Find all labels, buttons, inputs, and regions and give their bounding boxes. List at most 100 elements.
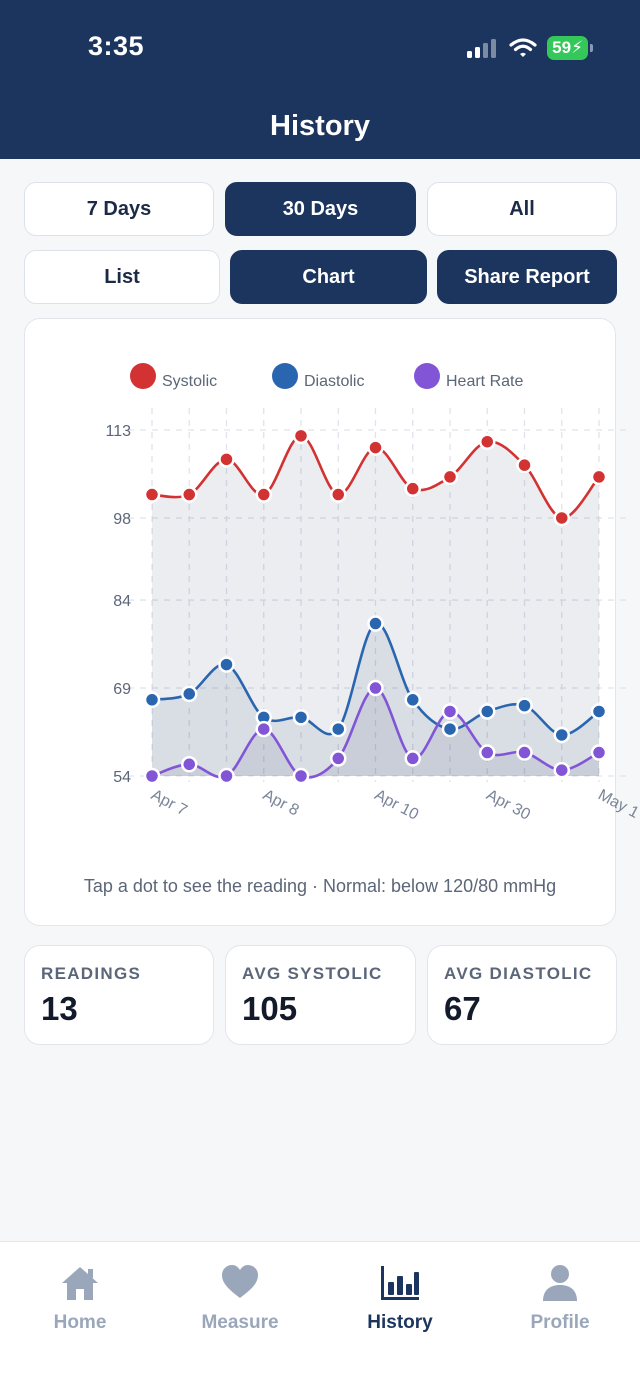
- data-point: [292, 709, 310, 726]
- tab-7-days-label: 7 Days: [86, 197, 152, 220]
- tabbar-item-profile[interactable]: Profile: [480, 1264, 640, 1334]
- data-point: [516, 697, 533, 714]
- y-tick-label: 84: [113, 593, 131, 610]
- tab-all-label: All: [509, 197, 535, 220]
- chart-card: [24, 318, 616, 926]
- data-point: [255, 486, 272, 503]
- stat-label: AVG SYSTOLIC: [242, 964, 383, 983]
- data-point: [516, 744, 533, 761]
- data-point: [553, 726, 570, 744]
- stat-label: AVG DIASTOLIC: [444, 964, 593, 983]
- signal-icon: [467, 39, 497, 58]
- data-point: [404, 691, 421, 709]
- legend-marker-diastolic: [272, 363, 298, 389]
- tabbar-label: Profile: [530, 1312, 590, 1333]
- data-point: [143, 691, 161, 709]
- view-chart-label: Chart: [302, 265, 355, 288]
- tab-30-days[interactable]: 30 Days: [225, 182, 416, 236]
- x-tick-label: Apr 7: [148, 787, 190, 820]
- app-header: 3:35 59⚡ History: [0, 0, 640, 159]
- data-point: [553, 761, 570, 779]
- data-point: [441, 720, 459, 738]
- data-point: [367, 615, 384, 632]
- data-point: [218, 451, 235, 468]
- person-icon: [543, 1265, 577, 1301]
- data-point: [479, 433, 496, 450]
- battery-level: 59: [552, 38, 572, 57]
- data-point: [516, 456, 533, 474]
- data-point: [367, 439, 384, 456]
- view-chart-button[interactable]: Chart: [230, 250, 427, 304]
- data-point: [218, 767, 235, 785]
- data-point: [590, 703, 608, 720]
- data-point: [330, 720, 347, 738]
- series-area-1: [152, 623, 599, 776]
- stat-card-avg-systolic: AVG SYSTOLIC 105: [225, 945, 416, 1045]
- y-tick-label: 98: [113, 511, 131, 528]
- data-point: [181, 685, 198, 703]
- chart-note: Tap a dot to see the reading · Normal: b…: [83, 876, 557, 896]
- data-point: [590, 744, 608, 761]
- data-point: [292, 767, 310, 785]
- heart-icon: [222, 1265, 258, 1298]
- legend-marker-heart-rate: [414, 363, 440, 389]
- data-point: [404, 750, 421, 767]
- data-point: [143, 486, 161, 503]
- data-point: [590, 468, 608, 486]
- data-point: [441, 703, 459, 720]
- data-point: [441, 468, 459, 486]
- tabbar-item-measure[interactable]: Measure: [160, 1264, 320, 1334]
- data-point: [218, 656, 235, 673]
- stat-value: 105: [242, 990, 298, 1027]
- tabbar-item-home[interactable]: Home: [0, 1264, 160, 1334]
- tab-all[interactable]: All: [427, 182, 617, 236]
- bottom-tab-bar: Home Measure History Profile: [0, 1241, 640, 1385]
- wifi-icon: [509, 38, 537, 57]
- page-title: History: [270, 110, 370, 142]
- y-tick-label: 69: [113, 681, 131, 698]
- legend-label: Systolic: [162, 373, 217, 390]
- x-tick-label: May 1: [595, 787, 640, 823]
- stat-value: 67: [444, 990, 481, 1027]
- tab-30-days-label: 30 Days: [282, 197, 359, 220]
- battery-indicator: 59⚡: [547, 36, 593, 60]
- bar-chart-icon: [381, 1266, 419, 1300]
- data-point: [479, 703, 496, 720]
- tabbar-label: Measure: [201, 1312, 279, 1333]
- x-tick-label: Apr 10: [372, 787, 422, 824]
- legend-label: Heart Rate: [446, 373, 523, 390]
- view-list-button[interactable]: List: [24, 250, 220, 304]
- data-point: [479, 744, 496, 761]
- data-point: [330, 750, 347, 767]
- tabbar-item-history[interactable]: History: [320, 1264, 480, 1334]
- status-icons: 59⚡: [467, 36, 593, 60]
- stat-label: READINGS: [41, 964, 142, 983]
- y-tick-label: 113: [105, 423, 131, 440]
- x-tick-label: Apr 30: [483, 787, 533, 824]
- bp-history-chart: 113 98 84 69 54 Apr 7 Apr 8 Apr 10 Apr 30 May 1 Sy…: [105, 363, 640, 824]
- tabbar-label: History: [367, 1312, 433, 1333]
- stat-value: 13: [41, 990, 78, 1027]
- data-point: [553, 509, 570, 527]
- data-point: [255, 720, 272, 738]
- data-point: [404, 480, 421, 497]
- data-point: [367, 679, 384, 697]
- x-tick-label: Apr 8: [260, 787, 302, 820]
- legend-label: Diastolic: [304, 373, 364, 390]
- data-point: [143, 767, 161, 785]
- data-point: [181, 756, 198, 773]
- data-point: [330, 486, 347, 503]
- home-icon: [62, 1267, 98, 1300]
- tabbar-label: Home: [53, 1312, 107, 1333]
- stat-card-readings: READINGS 13: [24, 945, 214, 1045]
- series-area-0: [152, 435, 599, 776]
- share-report-button[interactable]: Share Report: [437, 250, 617, 304]
- y-tick-label: 54: [113, 769, 131, 786]
- data-point: [181, 486, 198, 503]
- stat-card-avg-diastolic: AVG DIASTOLIC 67: [427, 945, 617, 1045]
- tab-7-days[interactable]: 7 Days: [24, 182, 214, 236]
- charging-bolt-icon: ⚡: [571, 38, 583, 57]
- view-list-label: List: [104, 265, 140, 288]
- legend-marker-systolic: [130, 363, 156, 389]
- share-report-label: Share Report: [464, 265, 590, 288]
